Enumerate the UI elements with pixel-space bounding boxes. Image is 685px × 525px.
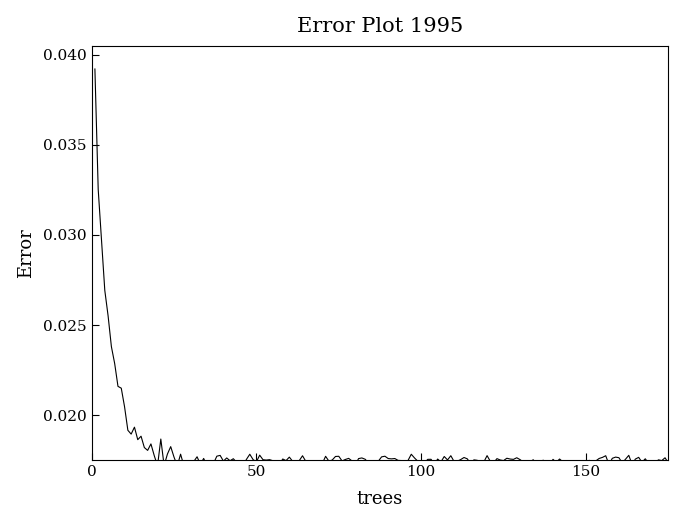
X-axis label: trees: trees xyxy=(357,490,403,508)
Y-axis label: Error: Error xyxy=(16,228,35,278)
Title: Error Plot 1995: Error Plot 1995 xyxy=(297,17,463,36)
